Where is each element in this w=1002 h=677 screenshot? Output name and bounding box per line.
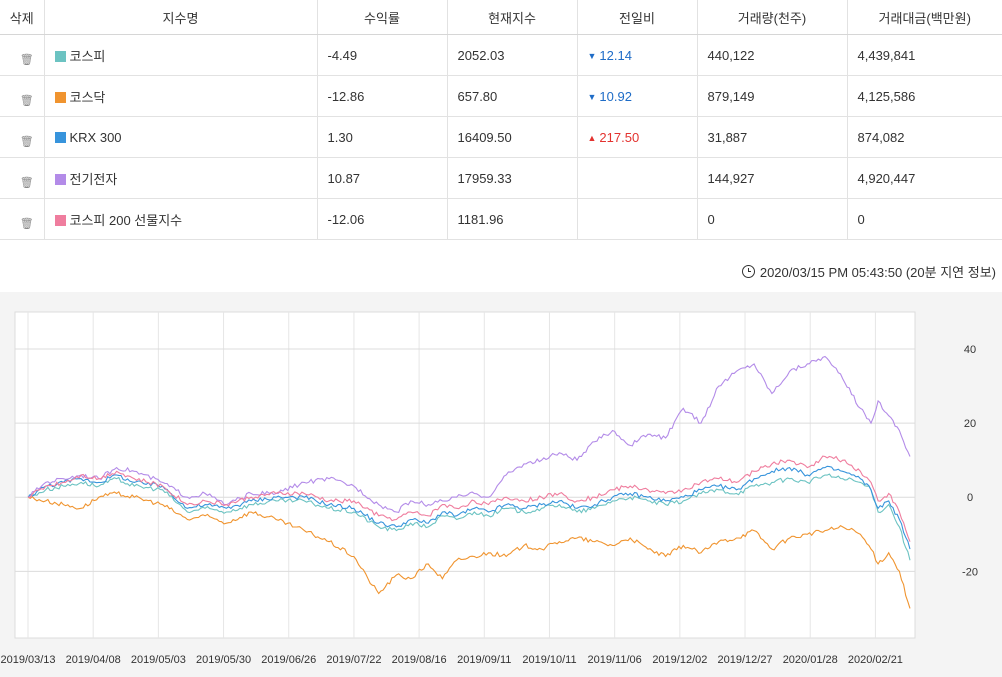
x-tick-label: 2019/06/26: [261, 654, 316, 666]
return-cell: -12.06: [317, 198, 448, 240]
change-cell: [577, 198, 698, 240]
amount-cell: 4,439,841: [847, 34, 1002, 76]
x-tick-label: 2019/10/11: [522, 654, 576, 666]
amount-cell: 874,082: [847, 116, 1002, 158]
return-cell: -12.86: [317, 75, 448, 117]
volume-cell: 144,927: [697, 157, 848, 199]
volume-cell: 0: [697, 198, 848, 240]
table-row[interactable]: 🗑 코스닥 -12.86 657.80 ▼ 10.92 879,149 4,125,586: [0, 75, 1002, 117]
table-header-row: 삭제 지수명 수익률 현재지수 전일비 거래량(천주) 거래대금(백만원): [0, 0, 1002, 35]
change-cell: ▼ 12.14: [577, 34, 698, 76]
x-tick-label: 2019/12/02: [652, 654, 707, 666]
arrow-down-icon: ▼: [587, 50, 597, 61]
x-tick-label: 2019/11/06: [588, 654, 642, 666]
index-name-cell[interactable]: 코스닥: [44, 75, 318, 117]
series-line[interactable]: [27, 465, 911, 550]
series-line[interactable]: [27, 473, 911, 561]
current-index-cell: 16409.50: [447, 116, 578, 158]
x-tick-label: 2019/03/13: [0, 654, 55, 666]
change-value: 10.92: [599, 88, 632, 104]
index-comparison-chart: 2019/03/13 2019/04/08 2019/05/03 2019/05/30…: [0, 311, 978, 666]
trash-icon[interactable]: 🗑: [19, 135, 34, 148]
delete-cell: 🗑: [0, 157, 45, 199]
index-name: KRX 300: [69, 129, 122, 145]
arrow-up-icon: ▲: [587, 132, 597, 143]
x-tick-label: 2020/02/21: [848, 654, 903, 666]
delete-cell: 🗑: [0, 75, 45, 117]
x-tick-label: 2019/07/22: [326, 654, 381, 666]
series-line[interactable]: [27, 455, 911, 542]
update-timestamp: 2020/03/15 PM 05:43:50 (20분 지연 정보): [741, 262, 996, 281]
index-name-cell[interactable]: 코스피: [44, 34, 318, 76]
series-color-swatch: [54, 50, 66, 62]
col-header-return[interactable]: 수익률: [317, 0, 448, 35]
table-row[interactable]: 🗑 코스피 200 선물지수 -12.06 1181.96 0 0: [0, 198, 1002, 240]
current-index-cell: 1181.96: [447, 198, 578, 240]
amount-cell: 0: [847, 198, 1002, 240]
return-cell: -4.49: [317, 34, 448, 76]
volume-cell: 440,122: [697, 34, 848, 76]
col-header-amount[interactable]: 거래대금(백만원): [847, 0, 1002, 35]
amount-cell: 4,920,447: [847, 157, 1002, 199]
x-tick-label: 2019/08/16: [392, 654, 447, 666]
col-header-index-name[interactable]: 지수명: [44, 0, 318, 35]
x-tick-label: 2019/12/27: [718, 654, 773, 666]
delete-cell: 🗑: [0, 116, 45, 158]
timestamp-text: 2020/03/15 PM 05:43:50 (20분 지연 정보): [759, 265, 996, 280]
series-color-swatch: [54, 173, 66, 185]
return-cell: 1.30: [317, 116, 448, 158]
change-cell: ▲ 217.50: [577, 116, 698, 158]
change-cell: ▼ 10.92: [577, 75, 698, 117]
series-line[interactable]: [27, 355, 911, 514]
amount-cell: 4,125,586: [847, 75, 1002, 117]
volume-cell: 879,149: [697, 75, 848, 117]
chart-area: 2019/03/13 2019/04/08 2019/05/03 2019/05/30…: [0, 292, 1002, 677]
current-index-cell: 2052.03: [447, 34, 578, 76]
series-color-swatch: [54, 214, 66, 226]
trash-icon[interactable]: 🗑: [19, 94, 34, 107]
index-name-cell[interactable]: 전기전자: [44, 157, 318, 199]
index-name-cell[interactable]: KRX 300: [44, 116, 318, 158]
x-tick-label: 2019/05/30: [196, 654, 251, 666]
index-table: 삭제 지수명 수익률 현재지수 전일비 거래량(천주) 거래대금(백만원) 🗑 코…: [0, 0, 1002, 240]
col-header-change[interactable]: 전일비: [577, 0, 698, 35]
x-tick-label: 2019/04/08: [66, 654, 121, 666]
volume-cell: 31,887: [697, 116, 848, 158]
current-index-cell: 657.80: [447, 75, 578, 117]
index-name: 코스닥: [69, 89, 106, 105]
arrow-down-icon: ▼: [587, 91, 597, 102]
index-name: 코스피: [69, 48, 106, 64]
series-color-swatch: [54, 131, 66, 143]
table-row[interactable]: 🗑 코스피 -4.49 2052.03 ▼ 12.14 440,122 4,439,841: [0, 34, 1002, 76]
change-value: 12.14: [599, 47, 632, 63]
series-line[interactable]: [27, 490, 911, 609]
table-row[interactable]: 🗑 전기전자 10.87 17959.33 144,927 4,920,447: [0, 157, 1002, 199]
index-name-cell[interactable]: 코스피 200 선물지수: [44, 198, 318, 240]
col-header-delete: 삭제: [0, 0, 45, 35]
change-value: 217.50: [599, 129, 640, 145]
return-cell: 10.87: [317, 157, 448, 199]
x-tick-label: 2019/05/03: [131, 654, 186, 666]
col-header-current-index[interactable]: 현재지수: [447, 0, 578, 35]
y-tick-label: 20: [964, 418, 976, 430]
trash-icon[interactable]: 🗑: [19, 176, 34, 189]
y-tick-label: 40: [964, 344, 976, 356]
trash-icon[interactable]: 🗑: [19, 53, 34, 66]
table-row[interactable]: 🗑 KRX 300 1.30 16409.50 ▲ 217.50 31,887 874,082: [0, 116, 1002, 158]
series-color-swatch: [54, 91, 66, 103]
y-tick-label: 0: [967, 492, 973, 504]
trash-icon[interactable]: 🗑: [19, 217, 34, 230]
col-header-volume[interactable]: 거래량(천주): [697, 0, 848, 35]
x-tick-label: 2019/09/11: [457, 654, 511, 666]
index-name: 코스피 200 선물지수: [69, 212, 183, 228]
x-tick-label: 2020/01/28: [783, 654, 838, 666]
delete-cell: 🗑: [0, 34, 45, 76]
index-name: 전기전자: [69, 171, 118, 187]
clock-icon: [741, 265, 755, 278]
change-cell: [577, 157, 698, 199]
delete-cell: 🗑: [0, 198, 45, 240]
current-index-cell: 17959.33: [447, 157, 578, 199]
plot-background: [14, 311, 916, 639]
y-tick-label: -20: [962, 566, 978, 578]
